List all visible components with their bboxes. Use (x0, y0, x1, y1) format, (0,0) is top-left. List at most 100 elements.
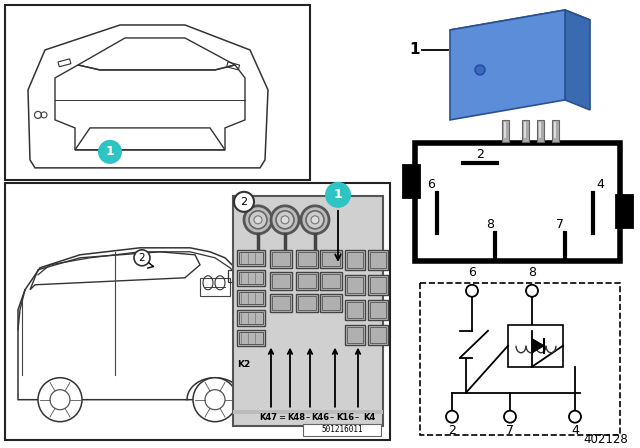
Bar (370, 302, 386, 318)
Circle shape (234, 192, 254, 212)
Text: 2: 2 (139, 253, 145, 263)
Text: 8: 8 (528, 266, 536, 279)
Text: –: – (306, 413, 310, 422)
Circle shape (446, 411, 458, 422)
Text: 2: 2 (241, 197, 248, 207)
Circle shape (254, 216, 262, 224)
Circle shape (526, 285, 538, 297)
Text: K48: K48 (287, 413, 305, 422)
Bar (320, 294, 342, 312)
Text: K46: K46 (311, 413, 329, 422)
Bar (370, 277, 386, 293)
Bar (368, 300, 388, 320)
Polygon shape (532, 339, 544, 353)
Bar (298, 296, 316, 310)
Bar (368, 325, 388, 345)
Text: 501216011: 501216011 (321, 425, 363, 434)
Bar (272, 296, 290, 310)
Circle shape (193, 378, 237, 422)
Bar (5, 5, 310, 180)
Bar (524, 122, 526, 138)
Bar (296, 294, 318, 312)
Text: 402128: 402128 (583, 433, 628, 446)
Text: 1: 1 (333, 188, 342, 201)
Bar (345, 275, 365, 295)
Bar (320, 250, 342, 268)
Bar (237, 310, 265, 326)
Bar (508, 325, 563, 367)
Text: 1: 1 (106, 146, 115, 159)
Bar (298, 274, 316, 288)
Bar (552, 120, 559, 142)
Bar (58, 59, 71, 67)
Bar (233, 409, 383, 414)
Bar (347, 277, 363, 293)
Text: –: – (330, 413, 334, 422)
Bar (237, 250, 265, 266)
Bar (370, 327, 386, 343)
Bar (239, 332, 263, 344)
Text: K47: K47 (259, 413, 277, 422)
Bar (298, 252, 316, 266)
Circle shape (244, 206, 272, 234)
Bar (368, 275, 388, 295)
Text: –: – (355, 413, 359, 422)
Bar (303, 424, 381, 435)
Bar (554, 122, 556, 138)
Text: K4: K4 (363, 413, 375, 422)
Text: 7: 7 (506, 424, 514, 437)
Text: 4: 4 (571, 424, 579, 437)
Bar (347, 252, 363, 268)
Bar (228, 270, 248, 282)
Text: K2: K2 (237, 360, 251, 369)
Polygon shape (565, 10, 590, 110)
Circle shape (276, 211, 294, 229)
Text: 4: 4 (596, 178, 604, 191)
Bar (200, 278, 230, 296)
Bar (368, 250, 388, 270)
Text: 6: 6 (427, 178, 435, 191)
Bar (270, 250, 292, 268)
Bar (270, 294, 292, 312)
Bar (415, 143, 620, 261)
Bar (320, 272, 342, 290)
Bar (403, 165, 419, 197)
Bar (227, 62, 239, 70)
Bar (522, 120, 529, 142)
Polygon shape (450, 10, 590, 40)
Circle shape (38, 378, 82, 422)
Circle shape (134, 250, 150, 266)
Bar (347, 327, 363, 343)
Circle shape (98, 140, 122, 164)
Bar (239, 252, 263, 264)
Bar (239, 312, 263, 324)
Text: K16: K16 (336, 413, 354, 422)
Text: 2: 2 (476, 148, 484, 161)
Bar (270, 272, 292, 290)
Circle shape (271, 206, 299, 234)
Bar (296, 272, 318, 290)
Polygon shape (450, 10, 565, 120)
Circle shape (325, 182, 351, 208)
Bar (539, 122, 541, 138)
Text: 8: 8 (486, 218, 494, 231)
Circle shape (306, 211, 324, 229)
Bar (420, 283, 620, 435)
Bar (616, 195, 632, 227)
Text: 7: 7 (556, 218, 564, 231)
Text: 1: 1 (410, 43, 420, 57)
Circle shape (311, 216, 319, 224)
Bar (239, 292, 263, 304)
Bar (296, 250, 318, 268)
Text: 6: 6 (468, 266, 476, 279)
Bar (370, 252, 386, 268)
Bar (233, 196, 383, 426)
Bar (322, 252, 340, 266)
Circle shape (249, 211, 267, 229)
Circle shape (281, 216, 289, 224)
Bar (237, 290, 265, 306)
Bar (347, 302, 363, 318)
Bar (5, 183, 390, 439)
Circle shape (475, 65, 485, 75)
Circle shape (301, 206, 329, 234)
